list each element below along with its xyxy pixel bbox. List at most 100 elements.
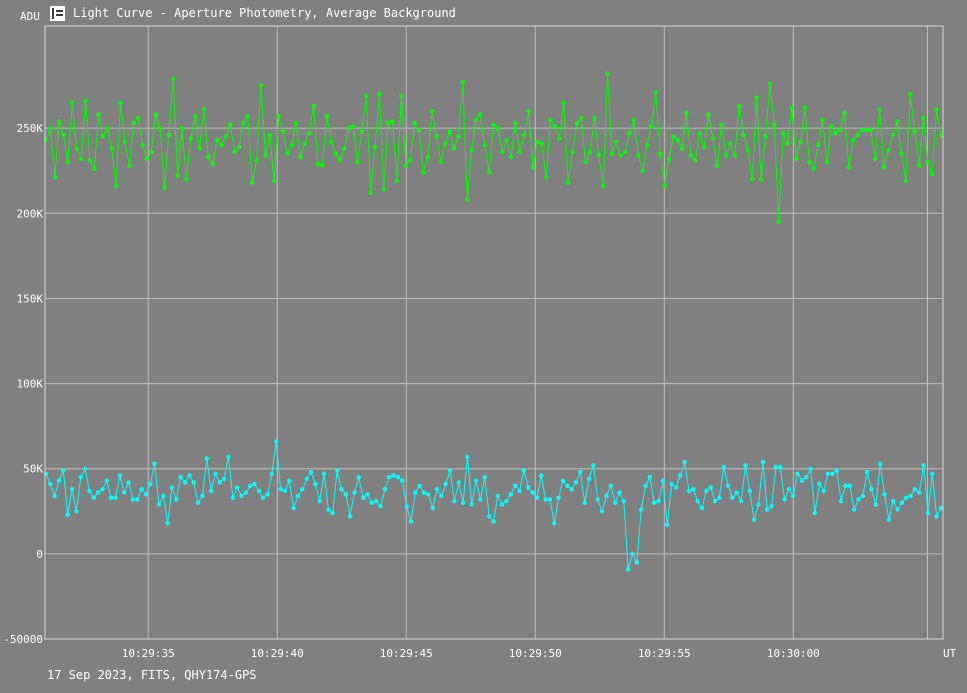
data-point (807, 160, 812, 165)
data-point (579, 115, 584, 121)
data-point (298, 154, 303, 160)
data-point (491, 122, 496, 128)
data-point (356, 475, 361, 480)
data-point (618, 153, 623, 158)
data-point (374, 498, 379, 504)
x-tick-label: 10:29:45 (380, 647, 433, 660)
data-point (565, 483, 570, 488)
data-point (621, 498, 626, 504)
data-point (92, 166, 97, 172)
data-point (127, 163, 132, 168)
chart-icon[interactable] (50, 5, 65, 21)
data-point (908, 91, 913, 97)
data-point (105, 126, 110, 131)
data-point (61, 132, 66, 138)
data-point (191, 480, 196, 485)
data-point (149, 149, 154, 155)
data-point (586, 476, 592, 482)
data-point (769, 504, 774, 509)
x-tick-label: 10:29:50 (509, 647, 562, 660)
data-point (798, 139, 803, 144)
data-point (482, 143, 487, 148)
data-point (830, 471, 835, 476)
data-point (556, 495, 561, 500)
data-point (61, 468, 66, 473)
data-point (403, 163, 408, 168)
data-point (206, 154, 211, 160)
data-point (622, 149, 628, 155)
data-point (644, 143, 650, 148)
data-point (543, 497, 548, 502)
data-point (773, 464, 779, 470)
data-point (741, 132, 746, 138)
data-point (627, 131, 632, 136)
data-point (851, 507, 857, 512)
data-point (52, 493, 57, 499)
data-point (820, 117, 825, 122)
data-point (500, 149, 505, 155)
data-point (658, 151, 663, 156)
data-point (395, 475, 401, 480)
data-point (213, 471, 218, 476)
data-point (626, 567, 631, 572)
data-point (504, 137, 509, 143)
y-tick-label: 50K (23, 463, 43, 476)
data-point (601, 183, 606, 189)
plot-frame (44, 25, 944, 640)
data-point (223, 134, 229, 139)
data-point (342, 146, 347, 151)
data-point (847, 483, 852, 488)
data-point (201, 107, 207, 112)
data-point (117, 473, 123, 478)
window-title-bar[interactable]: Light Curve - Aperture Photometry, Avera… (50, 4, 456, 22)
data-point (934, 514, 939, 519)
data-point (799, 478, 805, 483)
data-point (592, 115, 597, 121)
y-axis-ticks: -50000 0 50K 100K 150K 200K 250K (3, 122, 43, 646)
data-point (400, 478, 405, 483)
data-point (153, 112, 158, 117)
data-point (925, 510, 931, 516)
data-point (547, 497, 553, 502)
data-point (837, 127, 843, 133)
data-point (152, 461, 157, 466)
data-point (416, 127, 422, 133)
data-point (452, 498, 457, 504)
data-point (390, 119, 395, 124)
data-point (825, 471, 831, 476)
data-point (842, 110, 847, 116)
data-point (526, 108, 531, 114)
data-point (291, 505, 296, 511)
data-point (557, 136, 562, 141)
data-point (521, 468, 527, 473)
data-point (478, 112, 483, 117)
data-point (684, 110, 689, 116)
data-point (824, 160, 830, 165)
data-point (174, 497, 179, 502)
data-point (214, 137, 220, 143)
data-point (221, 476, 227, 482)
data-point (166, 132, 171, 138)
data-point (717, 495, 722, 500)
data-point (666, 156, 672, 161)
data-point (758, 177, 764, 182)
data-point (330, 510, 335, 516)
data-point (83, 98, 88, 104)
data-point (451, 146, 457, 151)
data-point (456, 480, 461, 485)
data-point (513, 120, 518, 126)
data-point (878, 461, 883, 466)
data-point (95, 490, 101, 495)
data-point (821, 488, 826, 494)
data-point (69, 487, 75, 492)
data-point (789, 105, 794, 110)
data-point (195, 500, 201, 505)
data-point (289, 143, 294, 148)
data-point (430, 505, 435, 511)
data-point (381, 187, 386, 192)
data-point (596, 153, 601, 158)
data-point (313, 481, 318, 487)
data-point (573, 480, 579, 485)
data-point (261, 495, 266, 500)
data-point (570, 149, 575, 155)
